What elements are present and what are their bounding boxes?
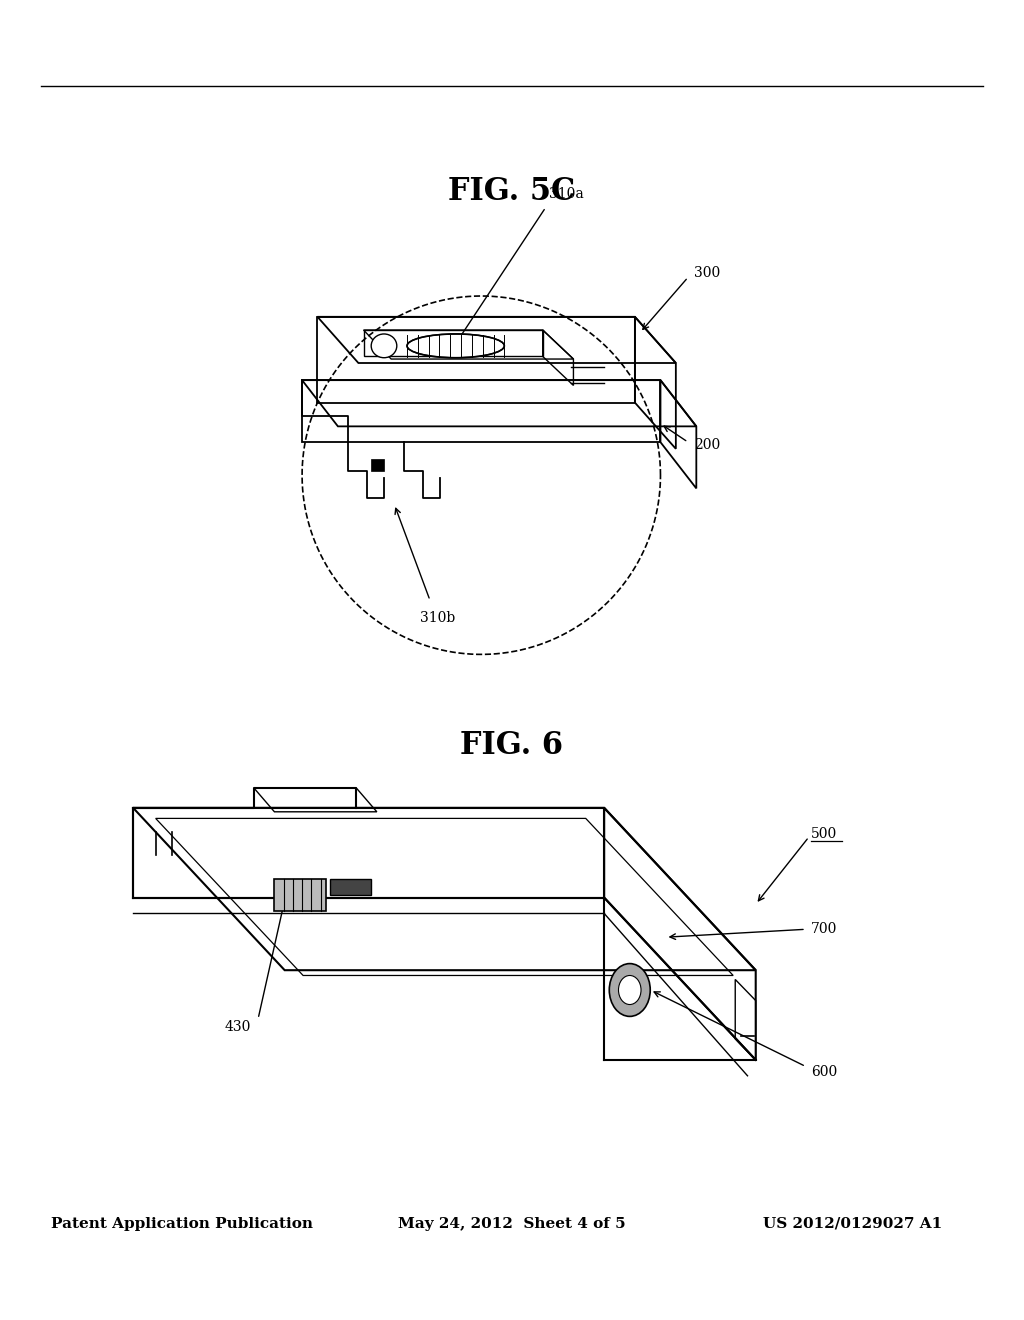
Text: 430: 430 (224, 1020, 251, 1034)
Text: May 24, 2012  Sheet 4 of 5: May 24, 2012 Sheet 4 of 5 (398, 1217, 626, 1230)
Text: 700: 700 (811, 923, 838, 936)
Circle shape (609, 964, 650, 1016)
Text: 310a: 310a (549, 186, 584, 201)
Text: 500: 500 (811, 828, 838, 841)
Text: FIG. 5C: FIG. 5C (449, 176, 575, 207)
Polygon shape (330, 879, 371, 895)
Text: Patent Application Publication: Patent Application Publication (51, 1217, 313, 1230)
Polygon shape (371, 459, 384, 471)
Ellipse shape (371, 334, 397, 358)
Text: 200: 200 (694, 438, 721, 451)
Text: FIG. 6: FIG. 6 (461, 730, 563, 762)
Text: 600: 600 (811, 1065, 838, 1078)
Text: US 2012/0129027 A1: US 2012/0129027 A1 (763, 1217, 942, 1230)
Text: 310b: 310b (420, 611, 455, 626)
Circle shape (618, 975, 641, 1005)
Ellipse shape (407, 334, 504, 358)
Text: 300: 300 (694, 267, 721, 280)
Polygon shape (274, 879, 326, 911)
